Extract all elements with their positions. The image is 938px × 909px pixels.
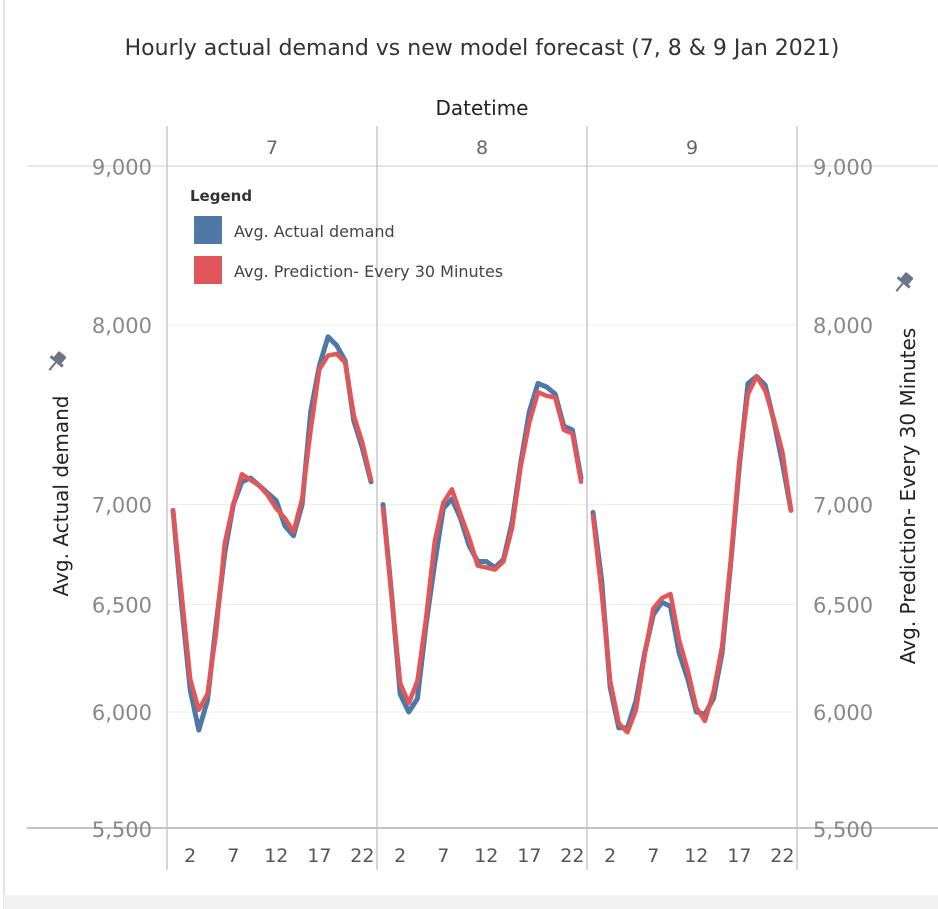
y-tick-label-left: 6,500 [92,593,152,617]
y-tick-label-right: 6,000 [813,701,873,725]
panel-header-8: 8 [476,137,488,159]
x-tick-label: 12 [684,845,708,867]
x-tick-label: 12 [474,845,498,867]
y-tick-label-left: 5,500 [92,818,152,842]
tick-label-layer: 7 8 9 5,500 5,500 6,000 6,000 6,500 6,500 7,000 7,… [92,137,873,867]
x-tick-label: 22 [560,845,584,867]
x-tick-label: 12 [264,845,288,867]
y-axis-left-title: Avg. Actual demand [49,396,73,597]
x-tick-label: 22 [350,845,374,867]
legend-title: Legend [190,187,252,205]
structure-layer [27,126,938,870]
bottom-strip [4,895,938,909]
series-line-actual-day-8 [380,380,584,715]
x-tick-label: 2 [604,845,616,867]
y-tick-label-left: 7,000 [92,494,152,518]
y-tick-label-right: 9,000 [813,156,873,180]
legend-label-prediction: Avg. Prediction- Every 30 Minutes [234,262,503,281]
legend-label-actual: Avg. Actual demand [234,222,395,241]
series-line-prediction-day-8 [380,389,584,706]
x-tick-label: 7 [437,845,449,867]
pin-icon[interactable] [43,349,69,375]
x-tick-label: 17 [517,845,541,867]
x-tick-label: 17 [307,845,331,867]
y-tick-label-left: 8,000 [92,314,152,338]
legend-swatch-actual [194,216,222,244]
y-tick-label-right: 5,500 [813,818,873,842]
legend-swatch-prediction [194,256,222,284]
y-tick-label-left: 6,000 [92,701,152,725]
chart-title: Hourly actual demand vs new model foreca… [125,36,840,61]
x-tick-label: 7 [227,845,239,867]
series-line-prediction-day-9 [590,374,794,735]
pin-icon[interactable] [890,270,916,296]
y-axis-right-title: Avg. Prediction- Every 30 Minutes [896,328,920,664]
legend: Legend Avg. Actual demand Avg. Predictio… [190,187,503,284]
series-line-actual-day-7 [170,334,374,733]
x-tick-label: 2 [184,845,196,867]
x-tick-label: 2 [394,845,406,867]
panel-header-9: 9 [686,137,698,159]
series-line-prediction-day-7 [170,351,374,713]
y-tick-label-right: 7,000 [813,494,873,518]
x-tick-label: 22 [770,845,794,867]
x-tick-label: 17 [727,845,751,867]
y-tick-label-right: 6,500 [813,593,873,617]
x-tick-label: 7 [647,845,659,867]
panel-header-7: 7 [266,137,278,159]
y-tick-label-right: 8,000 [813,314,873,338]
series-layer [170,334,794,735]
column-header-title: Datetime [436,96,529,120]
y-tick-label-left: 9,000 [92,156,152,180]
